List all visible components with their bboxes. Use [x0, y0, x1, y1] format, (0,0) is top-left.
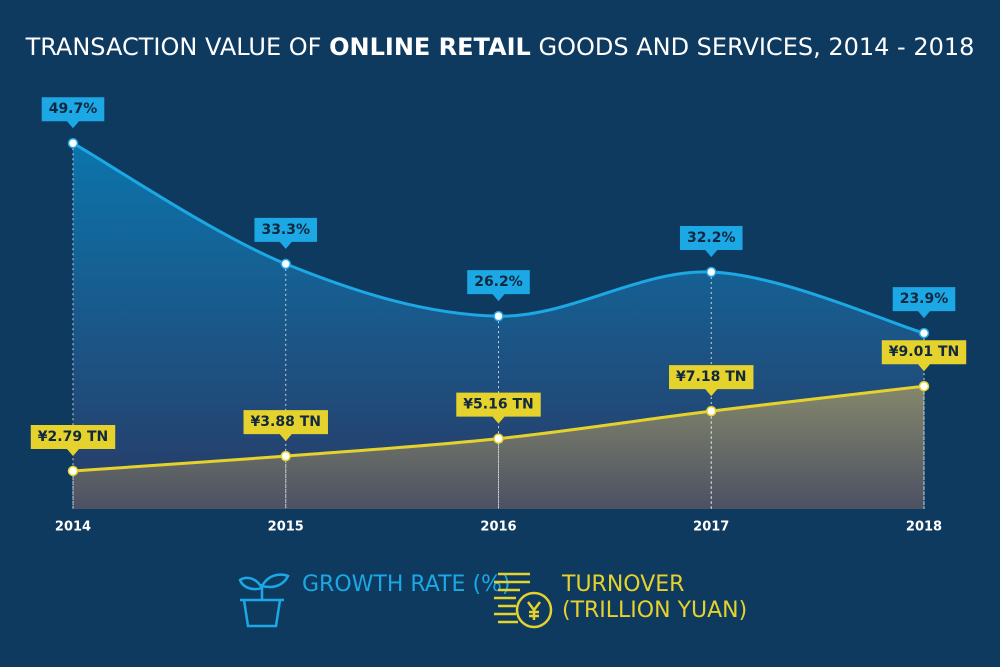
- label-box: [892, 287, 956, 319]
- label-box: [243, 410, 328, 442]
- point: [918, 380, 930, 392]
- legend-entry: GROWTH RATE (%): [302, 572, 512, 598]
- point: [280, 258, 291, 270]
- data-label: 32.2%: [687, 230, 736, 246]
- label-box: [669, 365, 754, 397]
- legend-entry: TURNOVER (TRILLION YUAN): [562, 572, 772, 624]
- label-box: [30, 424, 116, 456]
- title-part: ONLINE RETAIL: [329, 33, 531, 61]
- turnover-icon: [494, 572, 553, 629]
- x-tick-label: 2014: [55, 520, 91, 535]
- point: [918, 327, 930, 339]
- point: [706, 405, 717, 417]
- point: [493, 433, 504, 444]
- label-box: [679, 226, 743, 258]
- x-tick-label: 2018: [906, 520, 942, 535]
- x-tick-label: 2017: [693, 520, 729, 535]
- label-box: [881, 340, 967, 372]
- data-label: ¥9.01 TN: [889, 344, 959, 360]
- title-part: TRANSACTION VALUE OF: [25, 33, 330, 61]
- chart-title: TRANSACTION VALUE OF ONLINE RETAIL GOODS…: [25, 33, 975, 61]
- point: [280, 450, 291, 462]
- label-box: [456, 392, 541, 424]
- x-tick-label: 2016: [480, 520, 516, 535]
- point: [67, 137, 79, 149]
- data-label: ¥5.16 TN: [463, 397, 533, 413]
- label-box: [467, 270, 530, 302]
- data-label: ¥3.88 TN: [251, 414, 321, 430]
- data-label: 26.2%: [474, 274, 523, 290]
- label-box: [254, 217, 318, 249]
- data-label: ¥2.79 TN: [38, 429, 108, 445]
- legend-label: GROWTH RATE (%): [302, 572, 511, 597]
- x-tick-label: 2015: [268, 520, 304, 535]
- data-label: ¥7.18 TN: [676, 369, 746, 385]
- legend-label: TURNOVER (TRILLION YUAN): [562, 572, 748, 623]
- point: [67, 465, 79, 477]
- point: [706, 266, 717, 278]
- title-part: GOODS AND SERVICES, 2014 - 2018: [531, 33, 975, 61]
- label-box: [41, 97, 105, 129]
- data-label: 49.7%: [49, 101, 98, 117]
- data-label: 23.9%: [900, 291, 949, 307]
- data-label: 33.3%: [261, 222, 310, 238]
- growth-icon: [238, 573, 290, 628]
- point: [493, 310, 504, 322]
